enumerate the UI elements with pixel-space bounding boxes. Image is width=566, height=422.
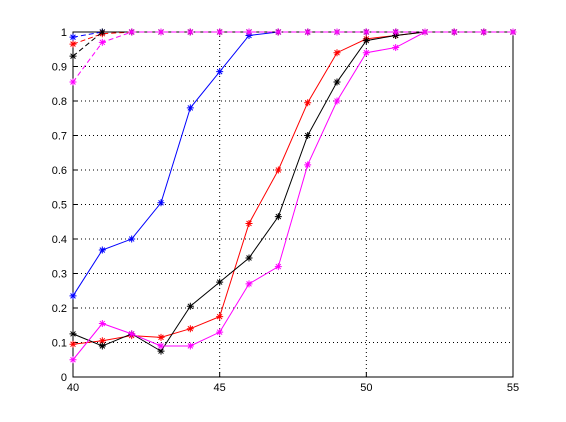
y-tick-label: 0.3 xyxy=(52,269,67,281)
series-line xyxy=(72,31,513,83)
y-tick-label: 0.7 xyxy=(52,131,67,143)
y-tick-label: 0.9 xyxy=(52,62,67,74)
star-marker xyxy=(186,342,194,350)
star-marker xyxy=(98,337,106,345)
x-tick-label: 40 xyxy=(67,382,79,394)
star-marker xyxy=(186,302,194,310)
y-tick-label: 0.2 xyxy=(52,303,67,315)
star-marker xyxy=(69,356,77,364)
star-marker xyxy=(304,99,312,107)
star-marker xyxy=(216,68,224,76)
star-marker xyxy=(186,104,194,112)
star-marker xyxy=(69,52,77,60)
star-marker xyxy=(274,28,282,36)
x-tick-label: 45 xyxy=(214,382,226,394)
star-marker xyxy=(274,213,282,221)
star-marker xyxy=(69,40,77,48)
star-marker xyxy=(245,28,253,36)
y-tick-label: 0.4 xyxy=(52,234,67,246)
star-marker xyxy=(421,28,429,36)
star-marker xyxy=(392,44,400,52)
star-marker xyxy=(362,49,370,57)
star-marker xyxy=(333,97,341,105)
star-marker xyxy=(304,161,312,169)
star-marker xyxy=(69,78,77,86)
star-marker xyxy=(333,49,341,57)
star-marker xyxy=(216,278,224,286)
star-marker xyxy=(128,28,136,36)
star-marker xyxy=(245,280,253,288)
star-marker xyxy=(157,342,165,350)
star-marker xyxy=(274,263,282,271)
y-tick-label: 1 xyxy=(61,27,67,39)
star-marker xyxy=(157,333,165,341)
star-marker xyxy=(245,254,253,262)
star-marker xyxy=(69,33,77,41)
star-marker xyxy=(480,28,488,36)
star-marker xyxy=(216,313,224,321)
y-tick-label: 0 xyxy=(61,372,67,384)
star-marker xyxy=(186,28,194,36)
y-tick-label: 0.1 xyxy=(52,338,67,350)
y-tick-label: 0.6 xyxy=(52,165,67,177)
star-marker xyxy=(362,28,370,36)
star-marker xyxy=(69,292,77,300)
star-marker xyxy=(128,235,136,243)
star-marker xyxy=(98,246,106,254)
star-marker xyxy=(98,320,106,328)
star-marker xyxy=(304,28,312,36)
star-marker xyxy=(69,340,77,348)
y-tick-label: 0.8 xyxy=(52,96,67,108)
star-marker xyxy=(98,28,106,36)
star-marker xyxy=(216,328,224,336)
x-tick-label: 50 xyxy=(360,382,372,394)
star-marker xyxy=(157,28,165,36)
star-marker xyxy=(509,28,517,36)
star-marker xyxy=(362,37,370,45)
star-marker xyxy=(98,38,106,46)
star-marker xyxy=(333,78,341,86)
star-marker xyxy=(186,325,194,333)
star-marker xyxy=(450,28,458,36)
star-marker xyxy=(98,342,106,350)
star-marker xyxy=(157,199,165,207)
star-marker xyxy=(274,166,282,174)
star-marker xyxy=(333,28,341,36)
x-tick-label: 55 xyxy=(507,382,519,394)
star-marker xyxy=(392,28,400,36)
star-marker xyxy=(157,347,165,355)
star-marker xyxy=(69,330,77,338)
y-tick-label: 0.5 xyxy=(52,200,67,212)
star-marker xyxy=(245,219,253,227)
star-marker xyxy=(216,28,224,36)
star-marker xyxy=(304,132,312,139)
star-marker xyxy=(128,330,136,338)
